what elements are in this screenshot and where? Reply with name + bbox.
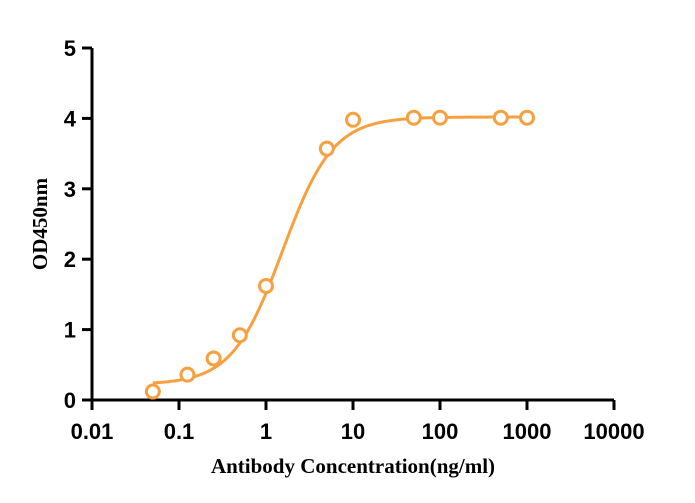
data-point xyxy=(231,327,248,344)
data-point xyxy=(318,140,335,157)
data-point xyxy=(144,383,161,400)
x-tick-label: 100 xyxy=(422,419,459,444)
y-tick-label: 3 xyxy=(64,177,76,202)
x-tick-label: 1000 xyxy=(503,419,552,444)
data-point xyxy=(432,109,448,126)
x-tick-label: 0.1 xyxy=(164,419,195,444)
x-axis-title: Antibody Concentration(ng/ml) xyxy=(211,454,495,478)
data-point xyxy=(258,277,274,294)
data-point xyxy=(179,366,196,383)
data-point xyxy=(205,350,222,367)
axes xyxy=(90,48,614,402)
data-point xyxy=(345,111,361,128)
ticks: 0.01 0.1 1 10 100 1000 10000 0 1 2 3 4 5 xyxy=(64,36,645,444)
data-points-layer xyxy=(144,109,535,400)
y-tick-label: 1 xyxy=(64,318,76,343)
x-tick-label: 1 xyxy=(260,419,272,444)
x-tick-label: 0.01 xyxy=(71,419,114,444)
y-tick-label: 2 xyxy=(64,247,76,272)
fit-curve-layer xyxy=(152,115,527,385)
y-tick-label: 4 xyxy=(64,106,77,131)
x-tick-label: 10000 xyxy=(583,419,644,444)
data-point xyxy=(492,109,509,126)
y-axis-title: OD450nm xyxy=(28,177,52,270)
y-tick-label: 5 xyxy=(64,36,76,61)
data-point xyxy=(405,109,422,126)
fit-curve xyxy=(152,115,527,385)
data-point xyxy=(519,109,535,126)
x-tick-label: 10 xyxy=(341,419,365,444)
y-tick-label: 0 xyxy=(64,388,76,413)
